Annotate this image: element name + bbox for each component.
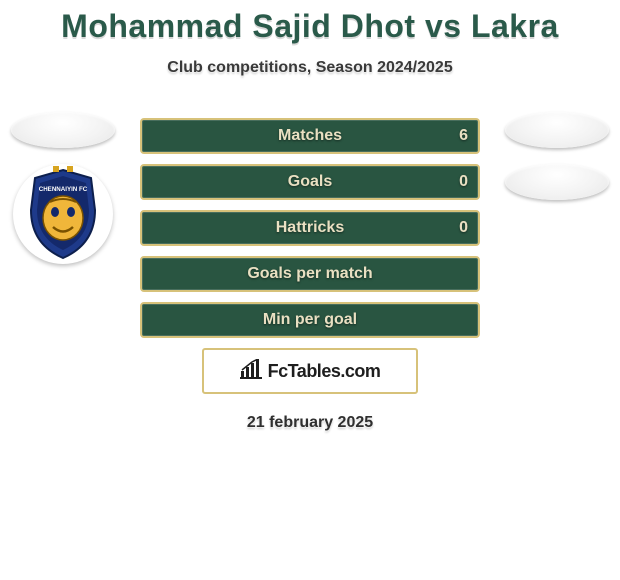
stat-right-value: 0 — [459, 219, 468, 237]
stat-row-goals: Goals 0 — [140, 164, 480, 200]
club-badge: CHENNAIYIN FC — [13, 164, 113, 264]
stat-label: Goals per match — [247, 265, 372, 283]
date-line: 21 february 2025 — [140, 414, 480, 432]
stats-table: Matches 6 Goals 0 Hattricks 0 Goals per … — [140, 118, 480, 432]
club-crest-icon: CHENNAIYIN FC — [23, 166, 103, 262]
brand-box[interactable]: FcTables.com — [202, 348, 418, 394]
bar-chart-icon — [240, 359, 262, 384]
player-photo-placeholder — [505, 112, 609, 148]
stat-label: Min per goal — [263, 311, 357, 329]
crest-text: CHENNAIYIN FC — [39, 186, 88, 193]
stat-row-goals-per-match: Goals per match — [140, 256, 480, 292]
page-title: Mohammad Sajid Dhot vs Lakra — [0, 0, 620, 45]
stat-row-hattricks: Hattricks 0 — [140, 210, 480, 246]
stat-row-matches: Matches 6 — [140, 118, 480, 154]
player-photo-placeholder — [11, 112, 115, 148]
right-player-column — [502, 112, 612, 216]
stat-row-min-per-goal: Min per goal — [140, 302, 480, 338]
stat-label: Matches — [278, 127, 342, 145]
club-badge-placeholder — [505, 164, 609, 200]
stat-label: Goals — [288, 173, 332, 191]
left-player-column: CHENNAIYIN FC — [8, 112, 118, 264]
subtitle: Club competitions, Season 2024/2025 — [0, 59, 620, 77]
stat-right-value: 0 — [459, 173, 468, 191]
stat-label: Hattricks — [276, 219, 344, 237]
brand-text: FcTables.com — [268, 361, 381, 382]
stat-right-value: 6 — [459, 127, 468, 145]
